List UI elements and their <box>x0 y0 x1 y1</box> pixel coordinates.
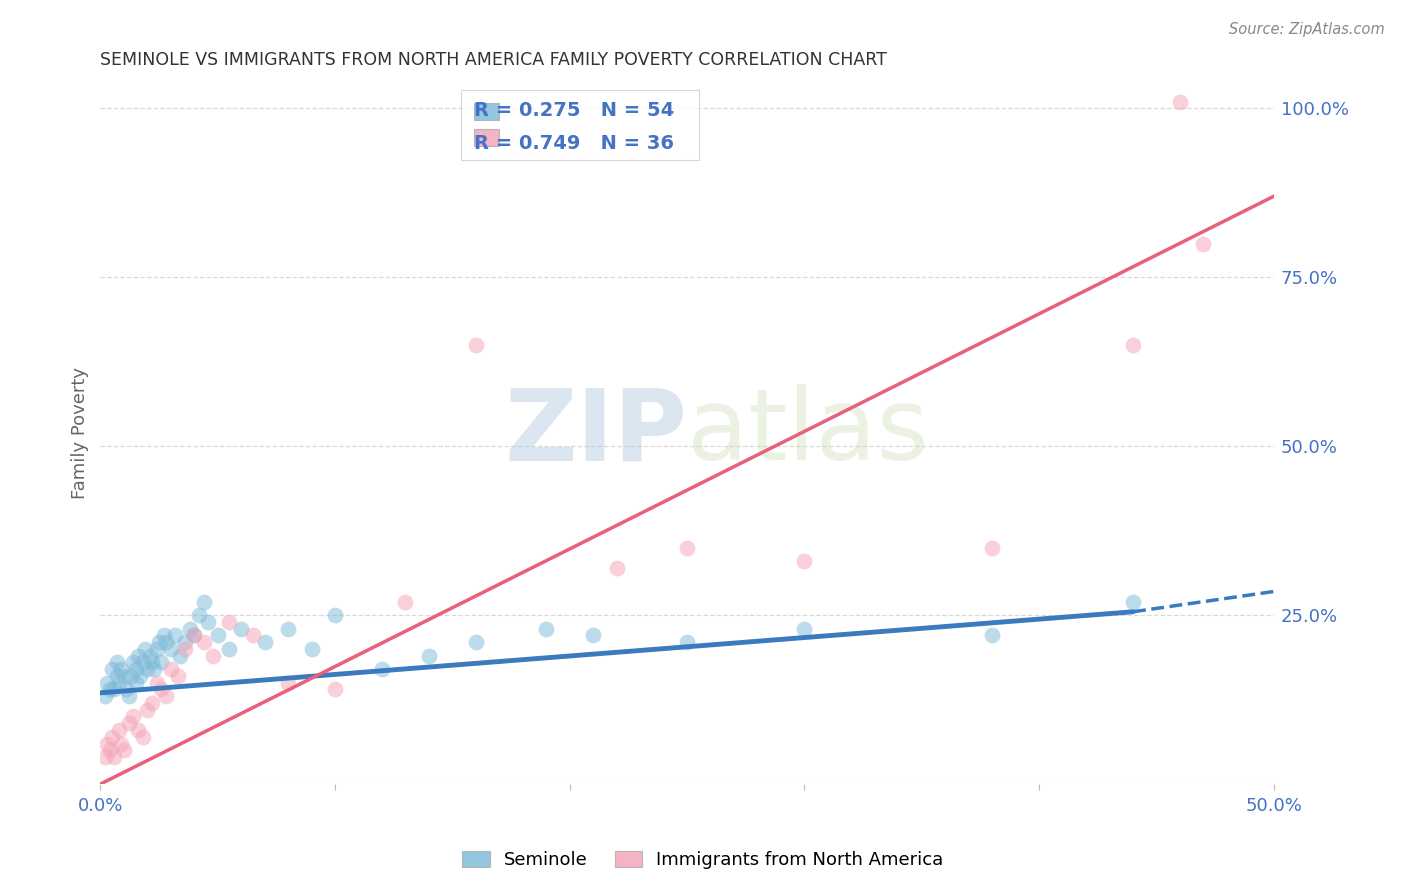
Point <box>138 648 160 663</box>
Point <box>981 541 1004 555</box>
Point <box>218 641 240 656</box>
Point <box>676 635 699 649</box>
Point <box>101 662 124 676</box>
Point <box>207 628 229 642</box>
Point <box>193 594 215 608</box>
Point <box>108 675 131 690</box>
Point <box>148 635 170 649</box>
Point <box>301 641 323 656</box>
Point <box>105 656 128 670</box>
Point <box>108 723 131 737</box>
Point <box>606 561 628 575</box>
Point <box>124 662 146 676</box>
Point <box>115 682 138 697</box>
Text: atlas: atlas <box>688 384 929 481</box>
Point <box>155 690 177 704</box>
Point <box>98 682 121 697</box>
Point <box>169 648 191 663</box>
Point <box>231 622 253 636</box>
Point <box>323 608 346 623</box>
Point <box>103 750 125 764</box>
Point <box>129 669 152 683</box>
Point <box>323 682 346 697</box>
Point <box>464 338 486 352</box>
Point <box>96 737 118 751</box>
Point <box>277 675 299 690</box>
Point <box>582 628 605 642</box>
Point <box>1168 95 1191 109</box>
Point <box>242 628 264 642</box>
Point <box>187 608 209 623</box>
Point <box>793 622 815 636</box>
Point <box>253 635 276 649</box>
Point <box>277 622 299 636</box>
Point <box>112 743 135 757</box>
Point <box>136 703 159 717</box>
Point <box>122 656 145 670</box>
Text: SEMINOLE VS IMMIGRANTS FROM NORTH AMERICA FAMILY POVERTY CORRELATION CHART: SEMINOLE VS IMMIGRANTS FROM NORTH AMERIC… <box>100 51 887 69</box>
Point <box>143 662 166 676</box>
Point <box>793 554 815 568</box>
Point <box>173 635 195 649</box>
Point <box>464 635 486 649</box>
Point <box>112 669 135 683</box>
Point <box>145 675 167 690</box>
Point <box>150 656 173 670</box>
Point <box>981 628 1004 642</box>
Point <box>101 730 124 744</box>
Text: R = 0.275   N = 54: R = 0.275 N = 54 <box>474 102 673 120</box>
Point <box>94 690 117 704</box>
Legend:                               ,                               : , <box>461 90 699 161</box>
Point <box>127 723 149 737</box>
Point <box>103 682 125 697</box>
Point <box>122 709 145 723</box>
Point <box>1122 338 1144 352</box>
Point <box>145 641 167 656</box>
Point <box>166 669 188 683</box>
Point <box>117 690 139 704</box>
Point <box>165 628 187 642</box>
Point <box>110 662 132 676</box>
Point <box>150 682 173 697</box>
Point <box>105 669 128 683</box>
Point <box>155 635 177 649</box>
Point <box>193 635 215 649</box>
Point <box>1192 236 1215 251</box>
Point <box>179 622 201 636</box>
Point <box>141 696 163 710</box>
Point <box>536 622 558 636</box>
Point <box>676 541 699 555</box>
Text: Source: ZipAtlas.com: Source: ZipAtlas.com <box>1229 22 1385 37</box>
Point <box>134 641 156 656</box>
Point <box>94 750 117 764</box>
Point <box>197 615 219 629</box>
Point <box>117 716 139 731</box>
Point <box>98 743 121 757</box>
Point <box>394 594 416 608</box>
Point <box>183 628 205 642</box>
Point <box>124 675 146 690</box>
Text: R = 0.749   N = 36: R = 0.749 N = 36 <box>474 134 673 153</box>
Point <box>110 737 132 751</box>
Point <box>159 662 181 676</box>
Point <box>173 641 195 656</box>
Point <box>131 730 153 744</box>
Point <box>152 628 174 642</box>
Legend: Seminole, Immigrants from North America: Seminole, Immigrants from North America <box>453 842 953 879</box>
Point <box>183 628 205 642</box>
Point <box>159 641 181 656</box>
Point <box>418 648 440 663</box>
Y-axis label: Family Poverty: Family Poverty <box>72 367 89 499</box>
Point <box>202 648 225 663</box>
Point <box>120 669 142 683</box>
Point <box>127 648 149 663</box>
Point <box>131 656 153 670</box>
Text: ZIP: ZIP <box>505 384 688 481</box>
Point <box>136 662 159 676</box>
Point <box>141 656 163 670</box>
Point <box>1122 594 1144 608</box>
Point <box>371 662 394 676</box>
Point <box>218 615 240 629</box>
Point <box>96 675 118 690</box>
